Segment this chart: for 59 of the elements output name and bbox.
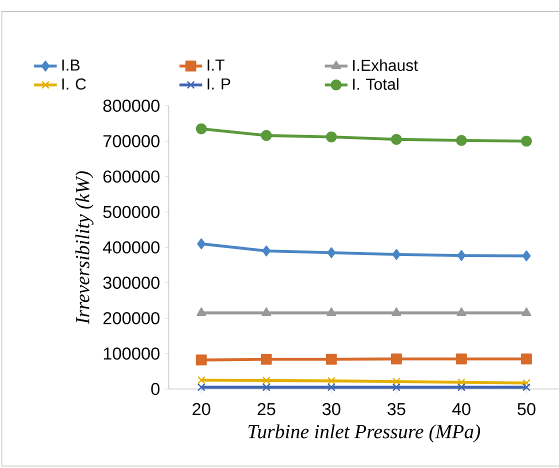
point — [262, 376, 270, 385]
point — [326, 354, 337, 365]
x-tick-label: 30 — [322, 403, 340, 416]
point — [522, 378, 531, 388]
point — [196, 123, 207, 134]
x-tick-label: 40 — [452, 403, 470, 416]
point — [522, 250, 531, 262]
legend-label: I. Total — [353, 78, 398, 90]
point — [196, 354, 207, 366]
x-tick-label: 35 — [387, 403, 406, 416]
point — [392, 307, 402, 316]
point — [326, 131, 337, 142]
point — [456, 353, 467, 364]
legend-label: I. C — [62, 78, 86, 90]
point — [327, 383, 336, 392]
x-axis-title: Turbine inlet Pressure (MPa) — [248, 424, 480, 442]
y-axis-title: Irreversibility (kW) — [75, 171, 94, 324]
point — [260, 130, 272, 141]
point — [390, 353, 402, 364]
point — [457, 250, 466, 261]
y-tick-label: 600000 — [103, 170, 160, 183]
y-tick-label: 500000 — [103, 206, 160, 218]
legend-label: I. P — [208, 78, 230, 90]
y-tick-label: 800000 — [103, 100, 160, 112]
point — [521, 136, 532, 147]
point — [197, 383, 206, 392]
point — [521, 353, 532, 364]
y-tick-label: 100000 — [104, 348, 160, 360]
point — [392, 378, 400, 386]
point — [326, 307, 336, 316]
point — [390, 134, 402, 145]
point — [327, 247, 336, 258]
x-tick-label: 20 — [192, 403, 210, 416]
x-tick-label: 25 — [258, 403, 276, 416]
point — [260, 354, 272, 365]
y-tick-label: 200000 — [103, 312, 160, 324]
y-tick-label: 700000 — [103, 135, 160, 148]
y-tick-label: 0 — [151, 382, 160, 396]
point — [392, 383, 400, 392]
legend-label: I.Exhaust — [353, 59, 418, 72]
point — [262, 245, 271, 256]
point — [327, 376, 336, 385]
point — [262, 307, 272, 316]
x-tick-label: 50 — [518, 403, 536, 416]
point — [392, 249, 401, 260]
y-tick-label: 300000 — [103, 276, 160, 289]
legend-label: I.T — [208, 60, 224, 71]
point — [522, 383, 531, 392]
point — [196, 307, 206, 316]
point — [197, 238, 206, 250]
point — [262, 383, 270, 392]
y-tick-label: 400000 — [102, 241, 160, 254]
point — [457, 378, 466, 386]
point — [522, 307, 532, 316]
point — [456, 307, 466, 316]
point — [456, 135, 467, 146]
point — [457, 383, 466, 392]
legend-label: I.B — [62, 60, 80, 71]
point — [197, 376, 206, 384]
